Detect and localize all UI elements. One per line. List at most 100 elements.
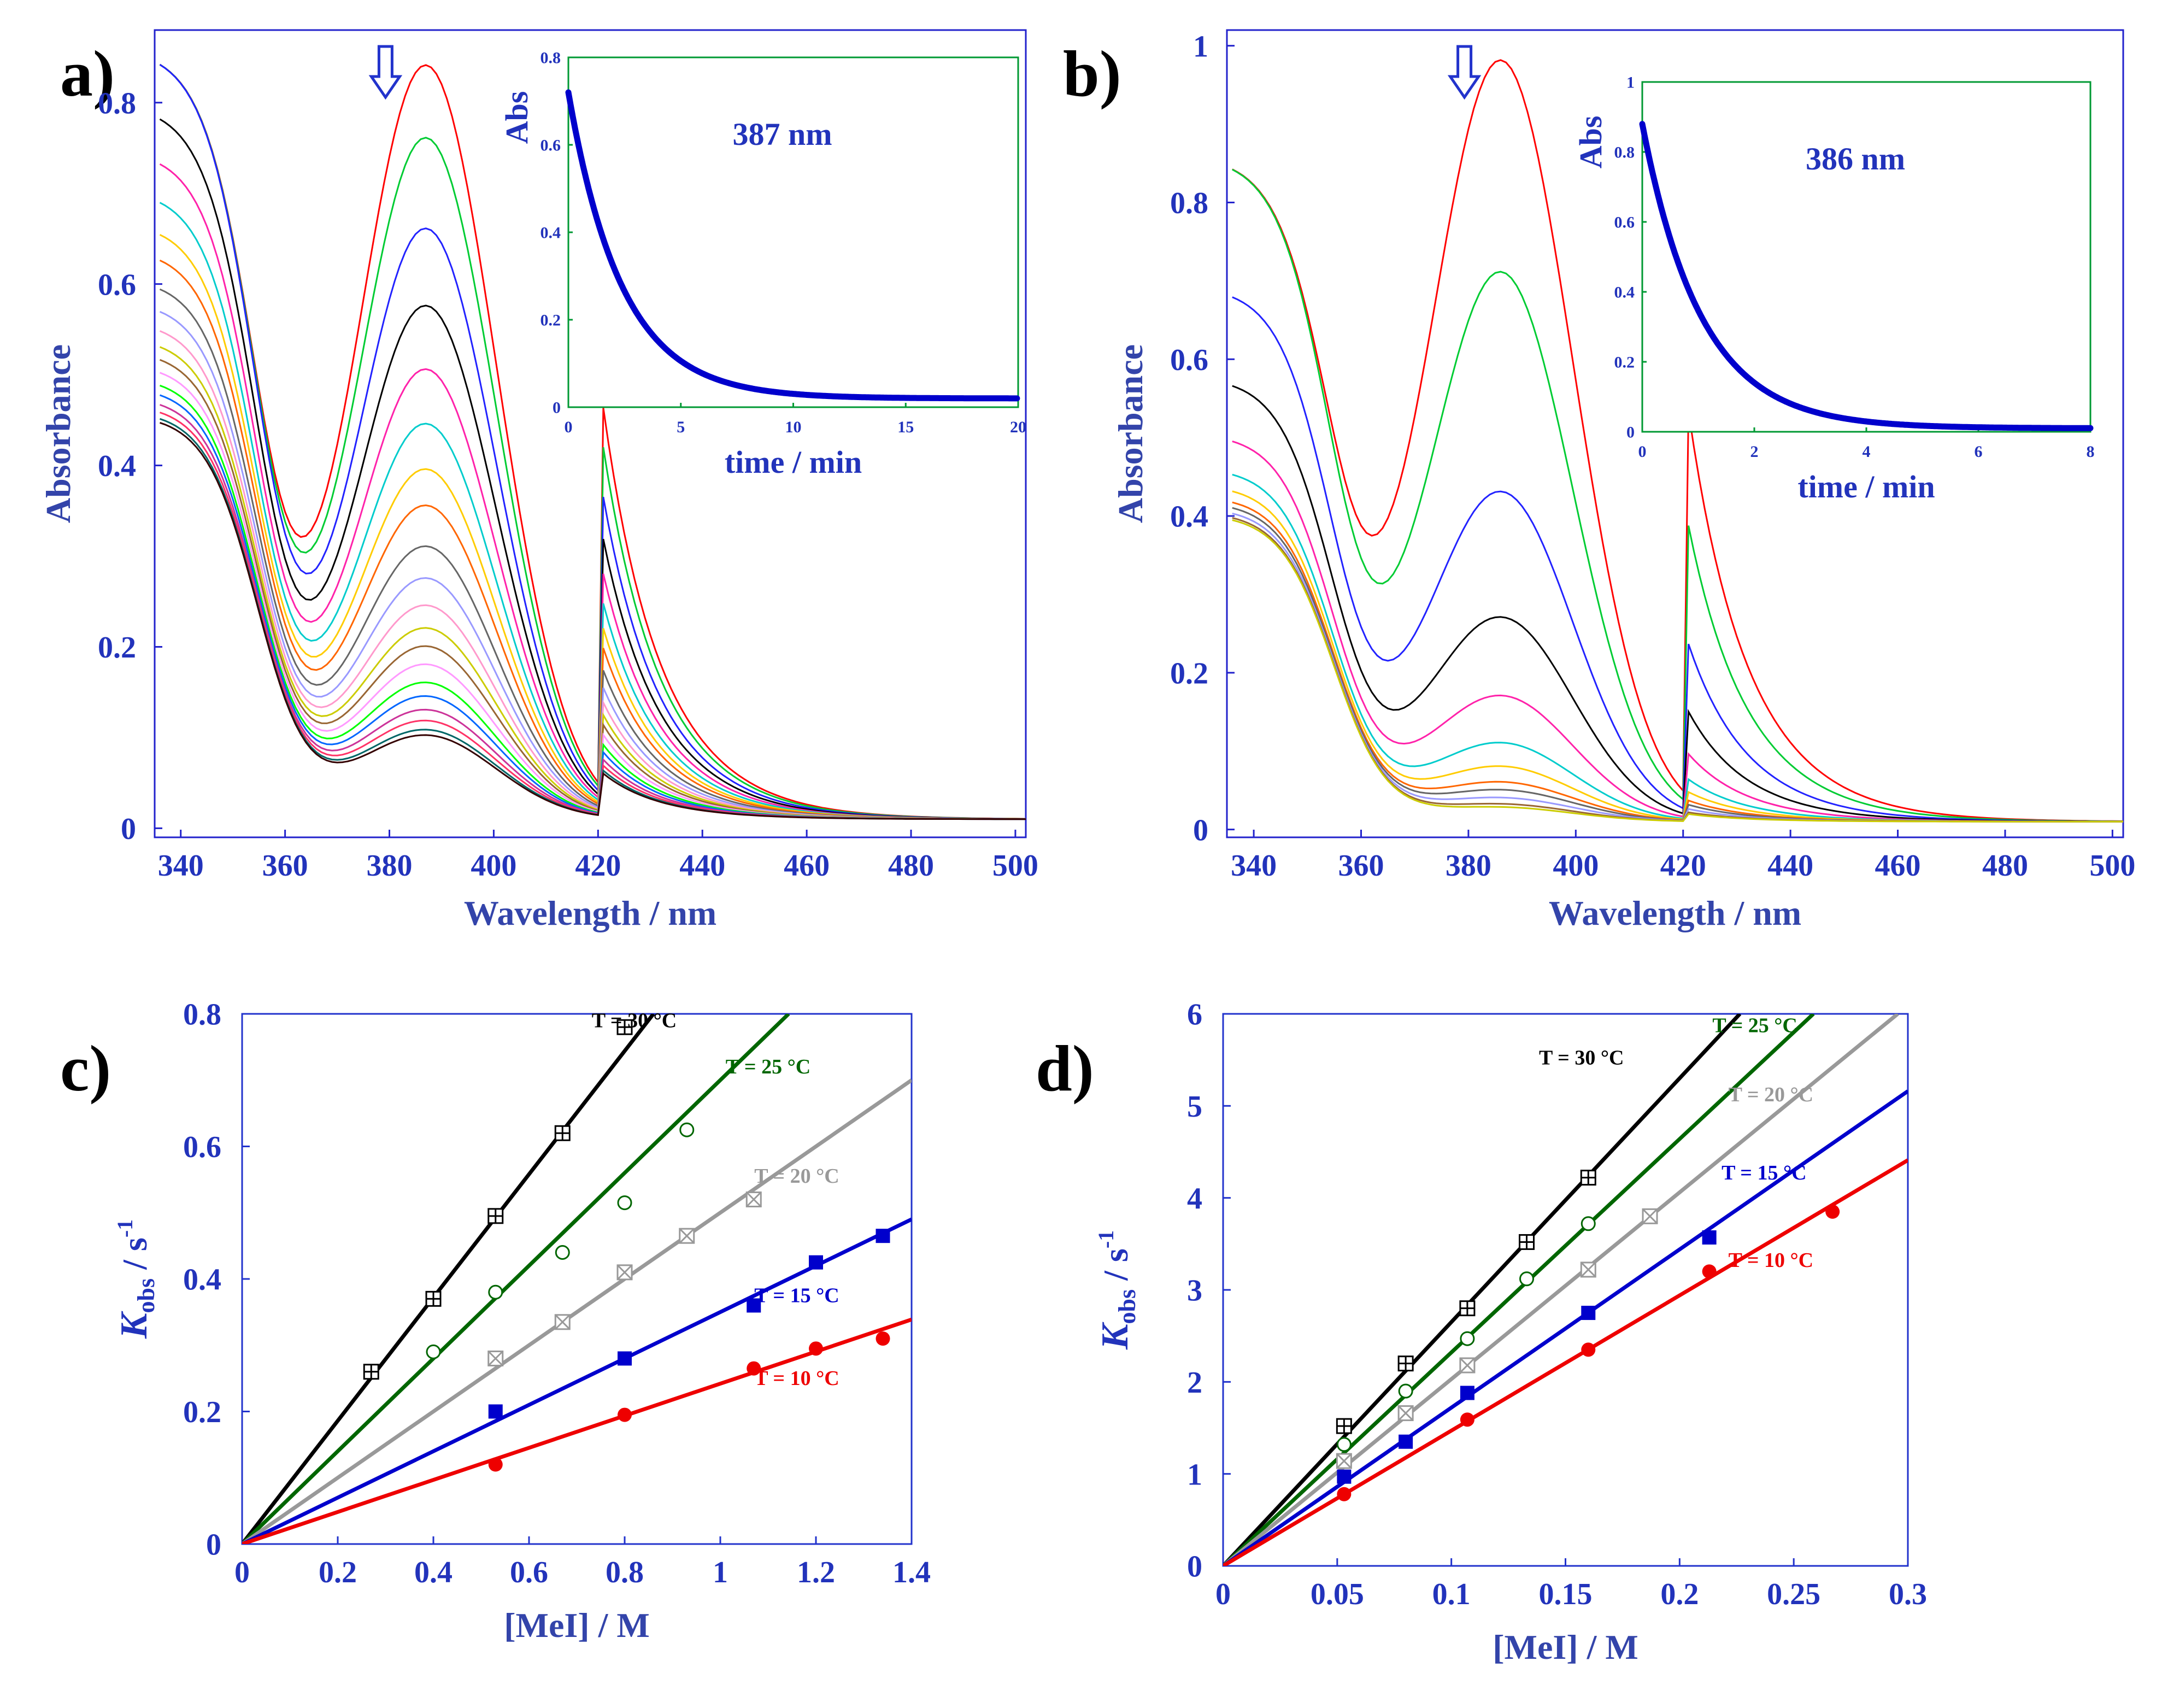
chart_data.3.series.0-point-cross [1399,1356,1413,1371]
chart_data.1.inset-ytick-label: 0.6 [1614,214,1635,232]
chart_data.2-xtick-label: 0.4 [414,1556,453,1589]
chart_data.3.series.0.name: T = 30 °C [1539,1047,1624,1070]
chart_data.2.xlabel: [MeI] / M [504,1606,650,1645]
chart_data.1-ytick-label: 0.8 [1170,186,1208,220]
chart_data.2.series.0.name: T = 30 °C [592,1009,677,1032]
chart_data.3.series.3.name: T = 15 °C [1722,1161,1806,1184]
chart_data.1-ytick-label: 0 [1193,813,1208,847]
chart_data.3-xtick-label: 0.15 [1539,1577,1593,1611]
chart_data.1-xtick-label: 360 [1338,849,1384,883]
chart_data.0-xtick-label: 460 [784,849,830,883]
chart_data.1-spectra-group [1232,59,2124,823]
chart_data.3.series.0-point-cross [1337,1419,1352,1434]
chart_data.0.inset-ytick-label: 0.2 [540,312,561,330]
chart_data.3-series-group [1223,1014,1908,1566]
chart_data.0.inset-ytick-label: 0.4 [540,224,561,242]
chart_data.0-inset-background [568,57,1018,407]
chart_data.2.series.3-point [747,1298,761,1313]
chart_data.0-xtick-label: 400 [471,849,516,883]
chart_data.2.series.1-point [555,1245,570,1260]
chart_data.2.series.2-point-x [487,1351,503,1366]
chart_data.2.ylabel_unit: / s [115,1237,154,1278]
chart_data.3.series.4-point [1702,1264,1717,1279]
chart_data.1-inset-decay-line [1639,121,2094,431]
chart_data.3.ylabel_sup: -1 [1094,1230,1118,1248]
chart_data.2.series.4-point [876,1331,890,1346]
chart_data.1-spectrum-line [1232,512,2123,823]
chart_data.0-ytick-label: 0.4 [98,449,136,483]
chart_data.3-xtick-label: 0.2 [1660,1577,1699,1611]
panel-a-absorbance-spectra: a)340 360 380 400 420 440 460 480 50000.20.40.60… [39,29,1038,932]
chart_data.3-ytick-label: 4 [1187,1182,1202,1216]
chart_data.3.series.2.name: T = 20 °C [1729,1083,1813,1106]
chart_data.1-spectrum-line [1232,501,2123,823]
chart_data.2.series.1-point [426,1344,441,1359]
chart_data.1-ytick-label: 0.4 [1170,500,1208,534]
chart_data.1.panel: b) [1063,37,1121,110]
chart_data.3.series.1-point [1460,1331,1475,1346]
chart_data.2.series.1-point [617,1195,632,1211]
chart_data.3-xtick-label: 0.1 [1432,1577,1471,1611]
chart_data.3.series.2-point-x [1398,1405,1414,1421]
chart_data.3.series.4-point [1337,1487,1352,1501]
chart_data.3-ylabel-group: Kobs / s-1 [1094,1230,1141,1350]
chart_data.2.series.3-point [488,1404,503,1419]
chart_data.1-spectrum-line [1232,473,2123,823]
chart_data.2-ytick-label: 0.8 [183,998,221,1032]
chart_data.1-xtick-label: 480 [1982,849,2028,883]
chart_data.3.series.4-fit-line [1223,1158,1908,1566]
chart_data.0.inset-ytick-label: 0 [553,399,561,417]
chart_data.3-xtick-label: 0.25 [1767,1577,1820,1611]
chart_data.1.inset-ytick-label: 0.8 [1614,144,1635,162]
chart_data.0-ytick-label: 0.2 [98,631,136,665]
chart_data.2.series.2-point-x [746,1192,762,1207]
chart_data.1-spectrum-line [1232,507,2123,823]
chart_data.2.series.0-point-cross [618,1020,632,1035]
chart_data.2-xtick-label: 1.2 [797,1556,835,1589]
chart_data.3.ylabel_main: K [1094,1322,1136,1350]
chart_data.1.xlabel: Wavelength / nm [1549,894,1801,932]
chart_data.3.series.4.name: T = 10 °C [1729,1249,1813,1272]
chart_data.3.series.0-fit-line [1223,1014,1742,1566]
chart_data.3-ylabel: Kobs / s-1 [1094,1230,1141,1350]
chart_data.1-ytick-label: 0.6 [1170,343,1208,377]
chart_data.3-ytick-label: 3 [1187,1274,1202,1308]
chart_data.1.inset-ytick-label: 0 [1626,424,1635,442]
chart_data.3.ylabel_sub: obs [1114,1289,1141,1324]
chart_data.0.inset-xtick-label: 10 [785,418,802,436]
chart_data.0-xtick-label: 380 [367,849,413,883]
chart_data.0-ytick-label: 0 [121,812,136,846]
chart_data.2-ytick-label: 0.2 [183,1395,221,1429]
chart_data.1.inset-ytick-label: 1 [1626,74,1635,92]
chart_data.3.xlabel: [MeI] / M [1493,1628,1638,1666]
chart_data.3.series.3-point [1581,1306,1596,1320]
chart_data.1-xtick-label: 500 [2089,849,2135,883]
chart_data.1-xtick-label: 400 [1553,849,1599,883]
chart_data.2.series.4-fit-line [242,1317,912,1544]
chart_data.0.inset-xtick-label: 0 [565,418,573,436]
chart_data.3-ytick-label: 1 [1187,1458,1202,1492]
chart_data.1.inset.label: 386 nm [1806,141,1905,177]
chart_data.0-spectrum-line [159,384,1026,820]
chart_data.1-ytick-label: 0.2 [1170,656,1208,690]
chart_data.2-plot-frame [241,1013,913,1545]
chart_data.3-xtick-label: 0.05 [1311,1577,1364,1611]
chart_data.2-ylabel: Kobs / s-1 [113,1219,160,1339]
chart_data.3.series.3-fit-line [1223,1089,1908,1566]
chart_data.0-xtick-label: 480 [888,849,934,883]
chart_data.3.series.2-point-x [1336,1453,1352,1469]
chart_data.3.series.1-point [1581,1216,1596,1231]
chart_data.1-down-arrow-icon [1447,45,1482,100]
chart_data.1-ytick-label: 1 [1193,30,1208,63]
chart_data.2-series-group [242,1014,912,1544]
chart_data.0.inset-ytick-label: 0.6 [540,137,561,155]
chart_data.1-spectrum-line [1232,385,2123,823]
chart_data.2.series.0-fit-line [242,1014,655,1544]
chart_data.2-xtick-label: 1 [713,1556,728,1589]
chart_data.2.series.4.name: T = 10 °C [754,1367,839,1390]
chart_data.2.series.4-point [618,1407,632,1422]
chart_data.1-spectrum-line [1232,440,2123,823]
chart_data.1-inset-background [1642,82,2090,432]
chart_data.0.inset-xtick-label: 15 [897,418,914,436]
chart_data.1-xtick-label: 420 [1660,849,1706,883]
